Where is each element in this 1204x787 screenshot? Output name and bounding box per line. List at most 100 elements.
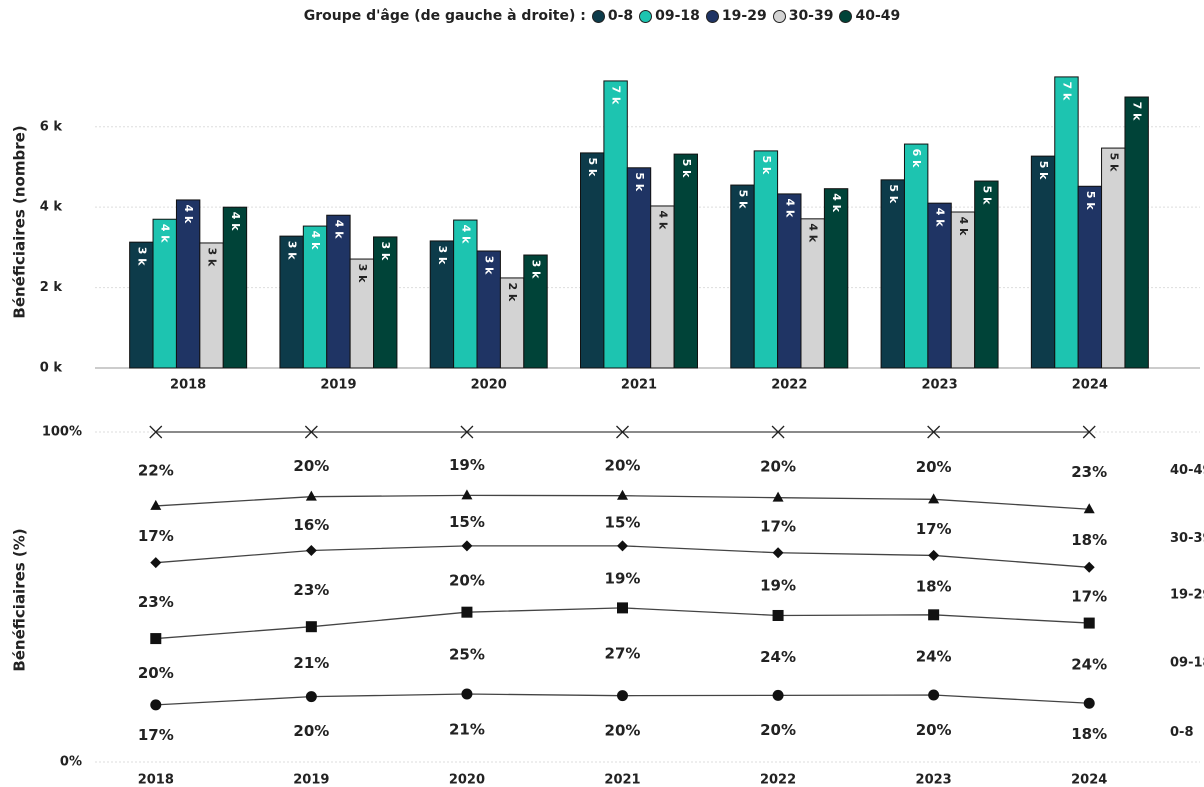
value-label: 15%	[605, 513, 641, 531]
legend-label: 19-29	[721, 8, 767, 24]
series-label: 19-29	[1170, 588, 1204, 603]
legend-swatch	[772, 9, 786, 23]
value-label: 18%	[1071, 725, 1107, 743]
bar-value-label: 5 k	[887, 184, 900, 203]
x-tick-label: 2023	[916, 773, 952, 787]
marker	[617, 489, 628, 500]
value-label: 22%	[138, 461, 174, 479]
value-label: 19%	[605, 569, 641, 587]
bar-value-label: 4 k	[830, 193, 843, 212]
marker	[461, 489, 473, 500]
marker	[1083, 561, 1095, 573]
value-label: 16%	[293, 516, 329, 534]
value-label: 20%	[138, 664, 174, 682]
bar	[880, 179, 905, 369]
bar-value-label: 5 k	[760, 155, 773, 174]
x-tick-label: 2019	[293, 773, 329, 787]
bar-value-label: 4 k	[957, 217, 970, 236]
x-tick-label: 2021	[621, 378, 657, 393]
marker	[305, 691, 317, 703]
legend-swatch	[591, 9, 605, 23]
marker	[461, 688, 473, 700]
bar-value-label: 5 k	[680, 159, 693, 178]
marker	[305, 544, 317, 556]
marker	[928, 689, 940, 701]
marker	[150, 699, 162, 711]
bar	[673, 153, 698, 369]
y-tick-label: 0 k	[40, 361, 63, 376]
value-label: 18%	[1071, 531, 1107, 549]
bar	[1030, 155, 1056, 369]
marker	[772, 689, 784, 701]
value-label: 17%	[138, 527, 174, 545]
value-label: 15%	[449, 513, 485, 531]
marker	[928, 609, 940, 621]
value-label: 20%	[293, 722, 329, 740]
marker	[1083, 697, 1095, 709]
bar-value-label: 3 k	[379, 242, 392, 261]
bar-value-label: 4 k	[159, 224, 172, 243]
bar-value-label: 4 k	[332, 220, 345, 239]
bar-value-label: 3 k	[356, 264, 369, 283]
value-label: 18%	[916, 578, 952, 596]
y-tick-label: 4 k	[40, 200, 63, 215]
bar-value-label: 4 k	[459, 225, 472, 244]
bar-value-label: 5 k	[980, 186, 993, 205]
y-tick-label: 6 k	[40, 119, 63, 134]
marker	[772, 491, 784, 502]
marker	[771, 425, 785, 439]
marker	[304, 425, 318, 439]
x-tick-label: 2021	[604, 773, 640, 787]
value-label: 23%	[138, 593, 174, 611]
bar	[1077, 185, 1103, 369]
value-label: 23%	[293, 581, 329, 599]
y-tick-label: 2 k	[40, 280, 63, 295]
marker	[150, 557, 162, 569]
legend-item: 09-18	[639, 8, 700, 24]
legend-label: 40-49	[855, 8, 901, 24]
bar-value-label: 4 k	[934, 208, 947, 227]
marker	[927, 425, 941, 439]
bar-value-label: 3 k	[135, 247, 148, 266]
bar	[222, 206, 248, 369]
value-label: 20%	[760, 721, 796, 739]
bar-value-label: 5 k	[736, 190, 749, 209]
series-label: 40-49	[1170, 463, 1204, 478]
bar-value-label: 5 k	[633, 172, 646, 191]
bar	[777, 193, 802, 369]
series-label: 30-39	[1170, 531, 1204, 546]
bar-value-label: 3 k	[530, 260, 543, 279]
bar-value-label: 2 k	[506, 283, 519, 302]
bar	[730, 184, 755, 369]
legend-title: Groupe d'âge (de gauche à droite) :	[303, 8, 586, 24]
bar	[974, 180, 999, 369]
bar-value-label: 4 k	[229, 212, 242, 231]
value-label: 20%	[449, 572, 485, 590]
bar	[650, 205, 675, 369]
y-axis-title: Bénéficiaires (%)	[11, 528, 29, 671]
bar-value-label: 3 k	[436, 246, 449, 265]
bar-value-label: 7 k	[1131, 102, 1144, 121]
x-tick-label: 2022	[760, 773, 796, 787]
y-axis-title: Bénéficiaires (nombre)	[11, 125, 29, 318]
series-label: 09-18	[1170, 656, 1204, 671]
bar-value-label: 5 k	[1084, 191, 1097, 210]
marker	[928, 549, 940, 561]
value-label: 27%	[605, 644, 641, 662]
bar-value-label: 3 k	[286, 241, 299, 260]
legend-item: 30-39	[772, 8, 833, 24]
x-tick-label: 2020	[449, 773, 485, 787]
legend-item: 0-8	[591, 8, 633, 24]
marker	[460, 425, 474, 439]
series-label: 0-8	[1170, 725, 1194, 740]
value-label: 20%	[293, 457, 329, 475]
marker	[305, 621, 317, 633]
y-tick-label: 0%	[60, 755, 82, 770]
bar	[927, 202, 952, 369]
bar-value-label: 3 k	[483, 256, 496, 275]
bar-value-label: 5 k	[1037, 161, 1050, 180]
x-tick-label: 2024	[1071, 773, 1107, 787]
bar	[903, 143, 929, 369]
legend-swatch	[705, 9, 719, 23]
